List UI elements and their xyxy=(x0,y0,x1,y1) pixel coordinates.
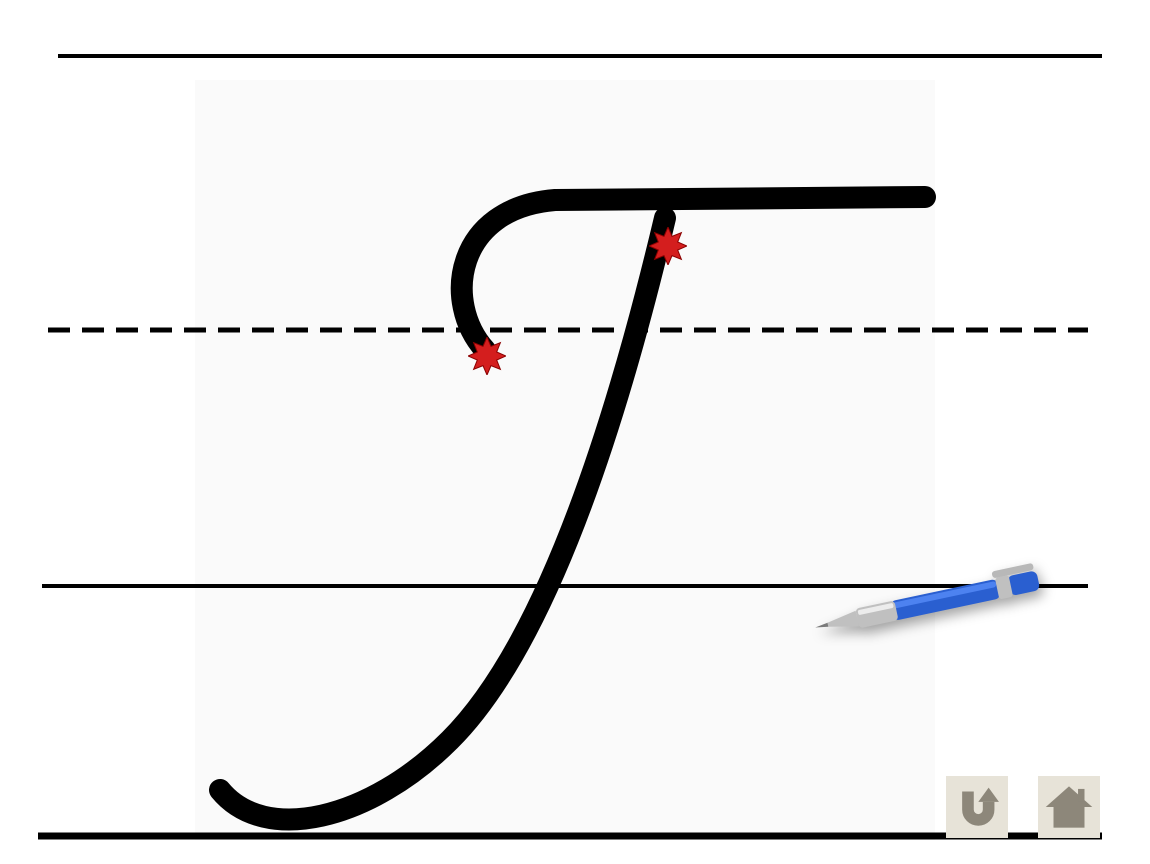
letter-stroke-down xyxy=(220,218,665,819)
replay-icon xyxy=(946,776,1008,838)
letter-glyph xyxy=(0,0,1150,864)
replay-button[interactable] xyxy=(946,776,1008,838)
pen-tool-icon[interactable] xyxy=(800,555,1060,645)
start-marker-curve xyxy=(468,337,506,375)
home-icon xyxy=(1038,776,1100,838)
home-button[interactable] xyxy=(1038,776,1100,838)
start-marker-top xyxy=(649,227,687,265)
writing-practice-canvas xyxy=(0,0,1150,864)
letter-stroke-top-curve xyxy=(462,197,925,350)
